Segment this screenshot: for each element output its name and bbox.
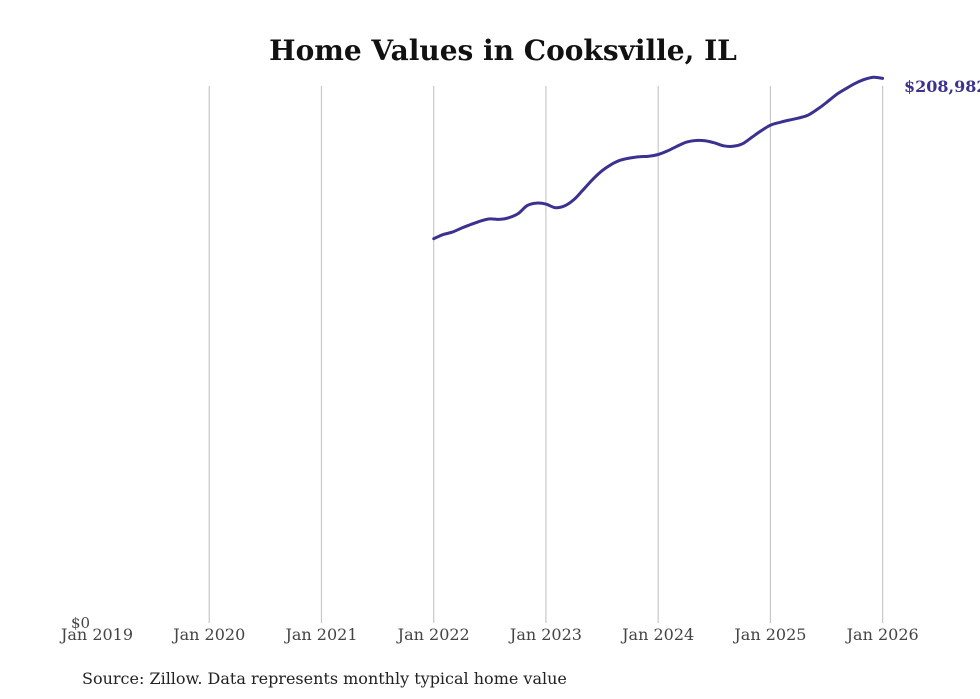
x-tick-label: Jan 2024 <box>620 625 694 644</box>
x-tick-label: Jan 2021 <box>283 625 357 644</box>
y-tick-label: $0 <box>71 614 90 632</box>
y-axis-ticks: $0 <box>71 614 90 632</box>
grid <box>208 86 884 623</box>
series-line <box>432 75 885 241</box>
x-tick-label: Jan 2019 <box>59 625 133 644</box>
chart-title: Home Values in Cooksville, IL <box>269 34 737 67</box>
series-layer: $208,982 <box>432 75 980 241</box>
x-tick-label: Jan 2025 <box>732 625 806 644</box>
end-value-label: $208,982 <box>904 77 980 96</box>
x-tick-label: Jan 2022 <box>396 625 470 644</box>
source-note: Source: Zillow. Data represents monthly … <box>82 669 567 688</box>
x-tick-label: Jan 2023 <box>508 625 582 644</box>
x-tick-label: Jan 2020 <box>171 625 245 644</box>
x-axis-ticks: Jan 2019 Jan 2020 Jan 2021 Jan 2022 Jan 2023… <box>59 625 919 644</box>
x-tick-label: Jan 2026 <box>845 625 919 644</box>
